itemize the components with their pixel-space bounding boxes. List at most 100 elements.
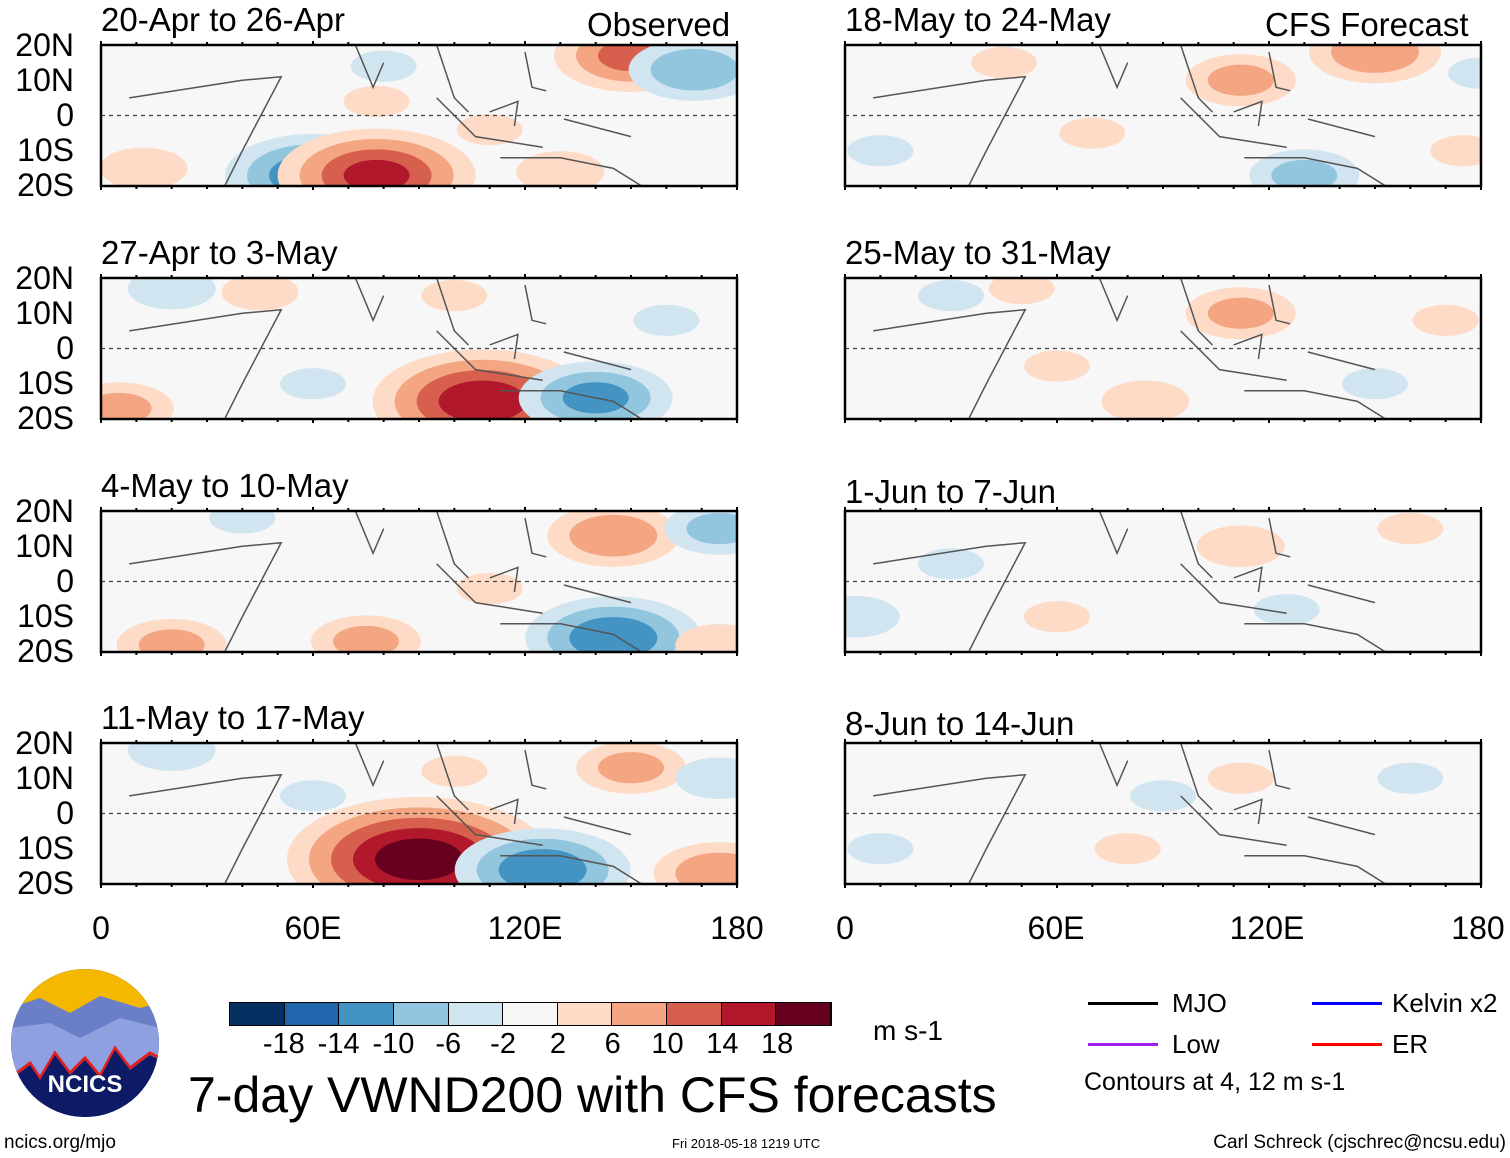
anomaly-contour bbox=[988, 278, 1055, 305]
anomaly-contour bbox=[343, 85, 410, 117]
coastline bbox=[873, 743, 1386, 884]
map-panel bbox=[843, 274, 1483, 423]
lon-label: 120E bbox=[1229, 910, 1305, 946]
anomaly-contour bbox=[650, 48, 737, 91]
anomaly-contour bbox=[280, 368, 346, 400]
anomaly-contour bbox=[1207, 762, 1274, 794]
anomaly-contour bbox=[456, 572, 523, 605]
observed-label: Observed bbox=[587, 6, 731, 43]
lat-label: 20S bbox=[17, 865, 74, 901]
colorbar-tick-label: 2 bbox=[549, 1028, 566, 1060]
lat-label: 10S bbox=[17, 132, 74, 168]
panel-title: 20-Apr to 26-Apr bbox=[101, 1, 345, 38]
svg-text:NCICS: NCICS bbox=[48, 1071, 123, 1098]
anomaly-contour bbox=[1059, 117, 1126, 149]
lat-label: 0 bbox=[56, 563, 74, 599]
map-panel bbox=[843, 41, 1483, 190]
map-panel bbox=[99, 739, 739, 888]
anomaly-contour bbox=[209, 511, 276, 534]
colorbar-tick-label: -18 bbox=[262, 1028, 305, 1060]
anomaly-contour bbox=[127, 743, 216, 771]
anomaly-contour bbox=[1207, 64, 1274, 96]
colorbar bbox=[229, 1002, 832, 1026]
legend-low-line bbox=[1088, 1043, 1158, 1046]
lat-label: 20N bbox=[15, 260, 74, 296]
lon-label: 180 bbox=[1451, 910, 1505, 946]
forecast-label: CFS Forecast bbox=[1265, 6, 1469, 43]
figure-title: 7-day VWND200 with CFS forecasts bbox=[188, 1067, 997, 1123]
lat-label: 10N bbox=[15, 528, 74, 564]
anomaly-contour bbox=[847, 135, 914, 167]
colorbar-tick-label: 6 bbox=[604, 1028, 621, 1060]
anomaly-contour bbox=[847, 833, 914, 865]
lat-label: 10S bbox=[17, 830, 74, 866]
panel-title: 18-May to 24-May bbox=[845, 1, 1111, 38]
anomaly-contour bbox=[333, 625, 399, 652]
coastline bbox=[873, 511, 1386, 652]
lat-label: 10S bbox=[17, 365, 74, 401]
lat-label: 20N bbox=[15, 493, 74, 529]
panel-title: 4-May to 10-May bbox=[101, 467, 349, 504]
anomaly-contour bbox=[675, 757, 737, 800]
colorbar-swatch bbox=[393, 1003, 449, 1025]
anomaly-contour bbox=[845, 595, 900, 638]
footer-timestamp: Fri 2018-05-18 1219 UTC bbox=[672, 1136, 821, 1151]
panel-title: 1-Jun to 7-Jun bbox=[845, 473, 1056, 510]
lon-label: 0 bbox=[92, 910, 110, 946]
legend-low-label: Low bbox=[1172, 1029, 1220, 1059]
lon-label: 120E bbox=[487, 910, 563, 946]
anomaly-contour bbox=[1377, 513, 1444, 545]
coastline bbox=[129, 743, 642, 884]
panel-title: 27-Apr to 3-May bbox=[101, 234, 338, 271]
anomaly-contour bbox=[918, 280, 984, 312]
footer-url: ncics.org/mjo bbox=[4, 1132, 116, 1153]
anomaly-contour bbox=[675, 624, 737, 652]
panel-title: 8-Jun to 14-Jun bbox=[845, 705, 1075, 742]
colorbar-swatch bbox=[339, 1003, 394, 1025]
anomaly-contour bbox=[633, 304, 700, 336]
anomaly-contour bbox=[1094, 833, 1161, 865]
anomaly-contour bbox=[686, 513, 737, 545]
lon-label: 180 bbox=[710, 910, 764, 946]
legend-mjo-line bbox=[1088, 1002, 1158, 1005]
lat-label: 0 bbox=[56, 330, 74, 366]
anomaly-contour bbox=[1130, 780, 1196, 812]
anomaly-contour bbox=[127, 278, 216, 310]
anomaly-contour bbox=[1377, 762, 1444, 794]
map-panel bbox=[99, 274, 739, 423]
legend-er-line bbox=[1312, 1043, 1382, 1046]
map-panel bbox=[99, 507, 739, 656]
anomaly-contour bbox=[1331, 45, 1419, 73]
coastline bbox=[873, 45, 1386, 186]
lat-label: 0 bbox=[56, 97, 74, 133]
lat-label: 10S bbox=[17, 598, 74, 634]
legend-kelvin-label: Kelvin x2 bbox=[1392, 988, 1498, 1018]
colorbar-swatch bbox=[284, 1003, 340, 1025]
anomaly-contour bbox=[1024, 350, 1090, 382]
coastline bbox=[129, 278, 642, 419]
footer-author: Carl Schreck (cjschrec@ncsu.edu) bbox=[1213, 1132, 1506, 1153]
legend-er-label: ER bbox=[1392, 1029, 1429, 1059]
anomaly-contour bbox=[1430, 135, 1481, 167]
anomaly-contour bbox=[1101, 380, 1190, 419]
anomaly-contour bbox=[438, 380, 527, 419]
coastline bbox=[873, 278, 1386, 419]
anomaly-contour bbox=[918, 548, 984, 580]
colorbar-units: m s-1 bbox=[873, 1015, 943, 1046]
map-panel bbox=[843, 507, 1483, 656]
anomaly-contour bbox=[1196, 525, 1285, 568]
colorbar-tick-label: -14 bbox=[317, 1028, 360, 1060]
anomaly-contour bbox=[1412, 304, 1479, 336]
anomaly-contour bbox=[343, 159, 410, 186]
lat-label: 20N bbox=[15, 725, 74, 761]
colorbar-tick-label: -2 bbox=[490, 1028, 516, 1060]
anomaly-contour bbox=[421, 755, 488, 787]
anomaly-contour bbox=[101, 147, 188, 186]
colorbar-swatch bbox=[448, 1003, 504, 1025]
colorbar-tick-label: -6 bbox=[435, 1028, 462, 1060]
coastline bbox=[129, 45, 642, 186]
map-panel bbox=[843, 739, 1483, 888]
anomaly-contour bbox=[971, 47, 1037, 79]
anomaly-contour bbox=[675, 852, 737, 884]
